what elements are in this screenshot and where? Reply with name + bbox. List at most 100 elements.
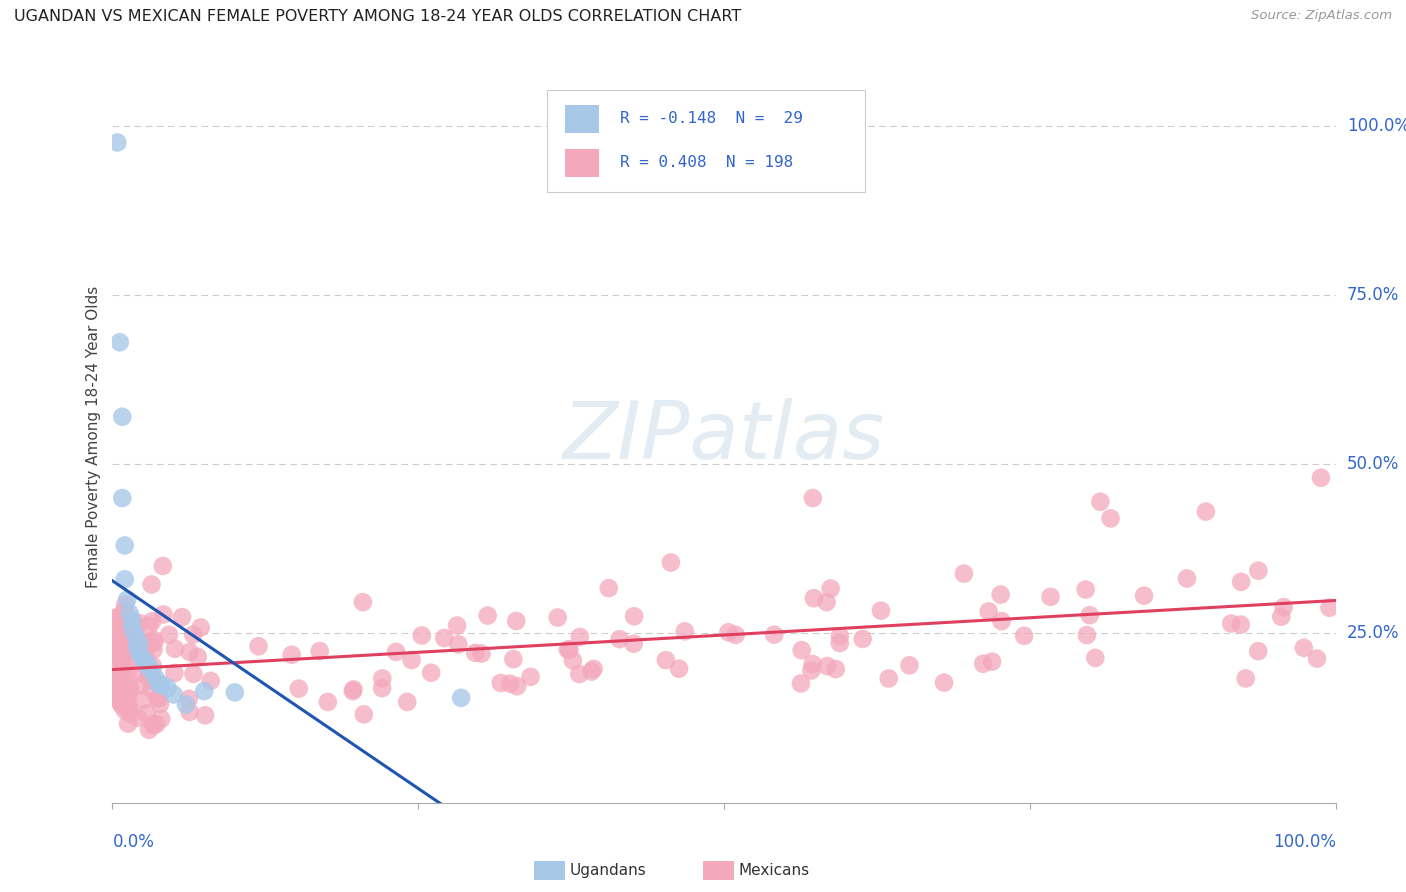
Point — [156, 681, 179, 695]
Point — [170, 610, 193, 624]
Point — [120, 706, 142, 721]
Point — [450, 690, 472, 705]
Point — [129, 634, 152, 648]
Point — [477, 608, 499, 623]
Point — [800, 664, 823, 678]
Point — [1012, 629, 1035, 643]
Point — [143, 636, 166, 650]
Point — [108, 609, 131, 624]
Point — [194, 708, 217, 723]
Point — [142, 716, 165, 731]
Point — [224, 685, 246, 699]
Point — [163, 665, 186, 680]
FancyBboxPatch shape — [547, 90, 865, 192]
Point — [1310, 471, 1333, 485]
Point — [115, 592, 138, 607]
Point — [117, 691, 139, 706]
Point — [470, 647, 492, 661]
Point — [352, 595, 374, 609]
Text: R = -0.148  N =  29: R = -0.148 N = 29 — [620, 112, 803, 127]
Point — [870, 604, 893, 618]
Point — [396, 695, 419, 709]
Point — [401, 653, 423, 667]
Point — [981, 655, 1004, 669]
Point — [763, 627, 786, 641]
Y-axis label: Female Poverty Among 18-24 Year Olds: Female Poverty Among 18-24 Year Olds — [86, 286, 101, 588]
Point — [105, 627, 128, 641]
Point — [659, 556, 682, 570]
Point — [118, 624, 141, 639]
Point — [125, 633, 148, 648]
Bar — [565, 149, 599, 177]
Point — [124, 626, 146, 640]
Point — [803, 591, 825, 606]
Point — [136, 671, 159, 685]
Point — [132, 657, 155, 671]
Point — [118, 700, 141, 714]
Point — [118, 678, 141, 692]
Point — [104, 649, 127, 664]
Point — [1084, 651, 1107, 665]
Point — [114, 703, 136, 717]
Point — [828, 629, 851, 643]
Text: Source: ZipAtlas.com: Source: ZipAtlas.com — [1251, 9, 1392, 22]
Point — [107, 668, 129, 682]
Point — [138, 660, 160, 674]
Point — [990, 588, 1012, 602]
Point — [385, 645, 408, 659]
Point — [157, 628, 180, 642]
Point — [110, 616, 132, 631]
Point — [353, 707, 375, 722]
Point — [114, 689, 136, 703]
Text: Ugandans: Ugandans — [569, 863, 647, 878]
Point — [118, 682, 141, 697]
Point — [135, 706, 157, 721]
Point — [568, 667, 591, 681]
Point — [371, 681, 394, 695]
Point — [150, 677, 173, 691]
Point — [163, 641, 186, 656]
Point — [790, 676, 813, 690]
Point — [146, 691, 169, 706]
Point — [558, 642, 581, 657]
Point — [190, 620, 212, 634]
Point — [105, 136, 128, 150]
Point — [142, 659, 165, 673]
Point — [581, 665, 603, 679]
Point — [489, 676, 512, 690]
Point — [142, 673, 165, 687]
Point — [152, 559, 174, 574]
Point — [111, 409, 134, 424]
Point — [121, 641, 143, 656]
Point — [193, 684, 215, 698]
Point — [801, 491, 824, 505]
Point — [148, 677, 170, 691]
Point — [128, 637, 150, 651]
Point — [668, 662, 690, 676]
Point — [815, 659, 838, 673]
Point — [103, 611, 125, 625]
Point — [371, 672, 394, 686]
Point — [108, 634, 131, 648]
Point — [110, 665, 132, 679]
Point — [107, 647, 129, 661]
Point — [1270, 609, 1292, 624]
Text: R = 0.408  N = 198: R = 0.408 N = 198 — [620, 155, 793, 170]
Point — [114, 538, 136, 552]
Point — [932, 675, 955, 690]
Point — [142, 718, 165, 732]
Point — [111, 491, 134, 505]
Point — [623, 609, 645, 624]
Point — [247, 639, 270, 653]
Point — [125, 640, 148, 654]
Point — [342, 682, 364, 697]
Point — [1090, 494, 1112, 508]
Point — [120, 639, 142, 653]
Point — [149, 697, 172, 711]
Point — [148, 691, 170, 706]
Point — [506, 679, 529, 693]
Point — [105, 646, 128, 660]
Point — [124, 617, 146, 632]
Point — [582, 662, 605, 676]
Point — [132, 693, 155, 707]
